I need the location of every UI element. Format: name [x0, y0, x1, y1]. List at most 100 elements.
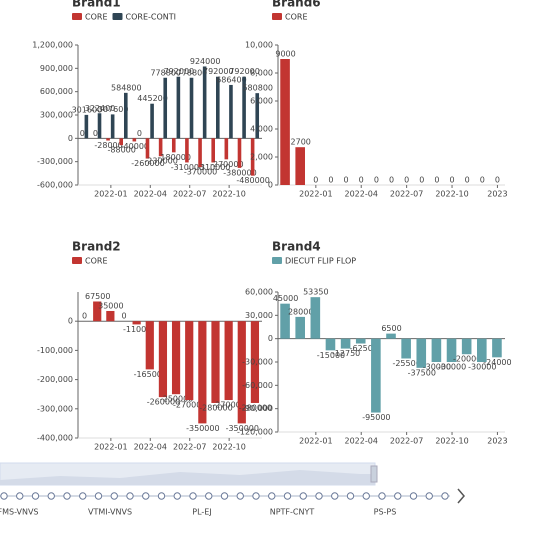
- bar[interactable]: [250, 321, 260, 403]
- bar[interactable]: [355, 338, 366, 344]
- timeline-dot[interactable]: [441, 492, 449, 500]
- data-label: -24000: [483, 358, 511, 367]
- bar[interactable]: [237, 138, 242, 168]
- bar[interactable]: [295, 316, 305, 339]
- bar[interactable]: [185, 138, 189, 163]
- bar[interactable]: [416, 338, 427, 368]
- legend-label: CORE: [85, 13, 108, 22]
- legend-swatch[interactable]: [72, 13, 82, 20]
- bar[interactable]: [198, 138, 202, 168]
- y-tick-label: 300,000: [40, 111, 73, 120]
- timeline-dot[interactable]: [47, 492, 55, 500]
- timeline-dot[interactable]: [346, 492, 355, 500]
- data-label: -95000: [362, 413, 390, 422]
- bar[interactable]: [224, 321, 233, 401]
- bar[interactable]: [229, 84, 233, 139]
- bar[interactable]: [163, 77, 168, 139]
- timeline-dot[interactable]: [173, 492, 181, 500]
- timeline-dot[interactable]: [79, 492, 87, 500]
- timeline-dot[interactable]: [63, 492, 71, 500]
- bar[interactable]: [492, 338, 502, 358]
- timeline-dot[interactable]: [331, 492, 339, 500]
- timeline-dot[interactable]: [94, 492, 103, 500]
- y-tick-label: 8,000: [250, 69, 273, 78]
- timeline-dot[interactable]: [315, 492, 323, 500]
- bar[interactable]: [202, 66, 207, 139]
- bar[interactable]: [198, 321, 207, 424]
- bar[interactable]: [477, 338, 487, 362]
- bar[interactable]: [211, 138, 215, 163]
- legend-swatch[interactable]: [272, 13, 282, 20]
- bar[interactable]: [242, 76, 246, 139]
- bar[interactable]: [371, 338, 381, 413]
- bar[interactable]: [401, 338, 411, 359]
- bar[interactable]: [145, 138, 150, 159]
- bar[interactable]: [171, 138, 176, 153]
- bar[interactable]: [295, 147, 305, 185]
- bar[interactable]: [189, 77, 194, 139]
- bar[interactable]: [106, 138, 110, 141]
- bar[interactable]: [158, 138, 163, 157]
- timeline-dot[interactable]: [157, 492, 166, 500]
- bar[interactable]: [325, 338, 336, 351]
- bar[interactable]: [446, 338, 457, 362]
- bar[interactable]: [211, 321, 220, 403]
- bar[interactable]: [97, 113, 102, 139]
- timeline-dot[interactable]: [409, 492, 418, 500]
- timeline-dot[interactable]: [189, 492, 197, 500]
- timeline-dot[interactable]: [142, 492, 150, 500]
- slider-handle[interactable]: [370, 465, 378, 483]
- timeline-next[interactable]: [457, 488, 465, 504]
- timeline-dot[interactable]: [268, 492, 276, 500]
- bar[interactable]: [185, 321, 194, 401]
- timeline-dot[interactable]: [236, 492, 244, 500]
- bar[interactable]: [158, 321, 168, 398]
- bar[interactable]: [84, 114, 89, 139]
- bar[interactable]: [176, 76, 181, 139]
- timeline-dot[interactable]: [126, 492, 134, 500]
- bar[interactable]: [310, 297, 321, 339]
- y-tick-label: -200,000: [37, 375, 73, 384]
- bar[interactable]: [340, 338, 351, 349]
- data-label: -28000: [94, 141, 122, 150]
- timeline-dot[interactable]: [0, 492, 8, 500]
- bar[interactable]: [237, 321, 246, 424]
- bar[interactable]: [280, 59, 290, 185]
- legend-swatch[interactable]: [72, 257, 82, 264]
- bar[interactable]: [255, 93, 260, 139]
- bar[interactable]: [431, 338, 442, 362]
- bar[interactable]: [171, 321, 181, 395]
- bar[interactable]: [119, 138, 123, 146]
- legend-swatch[interactable]: [112, 13, 123, 20]
- timeline-dot[interactable]: [283, 492, 292, 500]
- bar[interactable]: [124, 92, 128, 139]
- timeline-dot[interactable]: [299, 492, 307, 500]
- data-label: -350000: [186, 424, 219, 433]
- bar[interactable]: [145, 321, 154, 370]
- bar[interactable]: [132, 321, 141, 325]
- bar[interactable]: [106, 310, 115, 322]
- timeline-dot[interactable]: [394, 492, 402, 500]
- bar[interactable]: [386, 333, 396, 339]
- bar[interactable]: [224, 138, 229, 160]
- bar[interactable]: [93, 301, 102, 322]
- bar[interactable]: [280, 303, 290, 339]
- legend-swatch[interactable]: [272, 257, 282, 264]
- timeline-dot[interactable]: [205, 492, 213, 500]
- timeline-dot[interactable]: [362, 492, 370, 500]
- bar[interactable]: [110, 114, 115, 139]
- timeline-dot[interactable]: [110, 492, 118, 500]
- x-tick-label: 2022-04: [345, 437, 378, 446]
- bar[interactable]: [216, 76, 220, 139]
- bar[interactable]: [150, 103, 154, 139]
- timeline-dot[interactable]: [425, 492, 433, 500]
- data-label: 0: [449, 176, 454, 185]
- timeline-dot[interactable]: [31, 492, 40, 500]
- timeline-dot[interactable]: [252, 492, 260, 500]
- timeline-dot[interactable]: [378, 492, 386, 500]
- bar[interactable]: [461, 338, 472, 355]
- bar[interactable]: [132, 138, 137, 142]
- bar[interactable]: [250, 138, 255, 176]
- timeline-dot[interactable]: [16, 492, 24, 500]
- timeline-dot[interactable]: [220, 492, 229, 500]
